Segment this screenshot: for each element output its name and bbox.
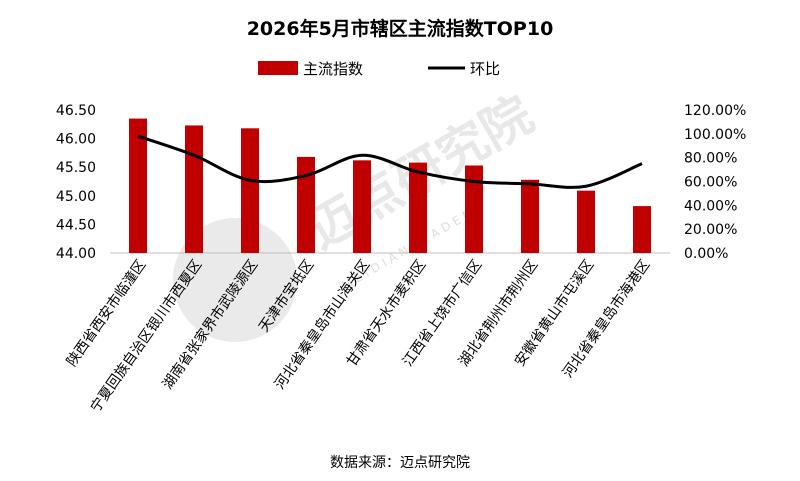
y-right-tick-label: 80.00% xyxy=(684,151,737,167)
bar xyxy=(297,156,315,253)
y-right-tick-label: 0.00% xyxy=(684,246,728,262)
y-left-tick-label: 44.50 xyxy=(56,217,96,233)
data-source: 数据来源：迈点研究院 xyxy=(330,455,470,471)
bar-series xyxy=(129,118,651,253)
y-left-tick-label: 45.00 xyxy=(56,189,96,205)
bar xyxy=(465,165,483,253)
bar xyxy=(577,190,595,253)
y-axis-left: 44.00 44.50 45.00 45.50 46.00 46.50 xyxy=(56,103,96,262)
chart-title: 2026年5月市辖区主流指数TOP10 xyxy=(246,18,554,40)
x-tick-label: 宁夏回族自治区银川市西夏区 xyxy=(87,257,205,416)
line-path xyxy=(137,134,643,189)
bar xyxy=(353,160,371,253)
legend-label-line: 环比 xyxy=(470,60,500,78)
bar xyxy=(241,128,259,253)
bar xyxy=(185,125,203,253)
bar xyxy=(129,118,147,253)
y-right-tick-label: 120.00% xyxy=(684,103,746,119)
y-left-tick-label: 45.50 xyxy=(56,160,96,176)
y-left-tick-label: 46.50 xyxy=(56,103,96,119)
legend-swatch-bar xyxy=(258,61,298,75)
bar xyxy=(409,162,427,253)
y-left-tick-label: 46.00 xyxy=(56,132,96,148)
x-axis-labels: 陕西省西安市临潼区宁夏回族自治区银川市西夏区湖南省张家界市武陵源区天津市宝坻区河… xyxy=(63,257,653,416)
y-axis-right: 0.00% 20.00% 40.00% 60.00% 80.00% 100.00% 120.… xyxy=(684,103,746,262)
legend: 主流指数 环比 xyxy=(258,60,500,78)
line-series xyxy=(137,134,643,189)
y-right-tick-label: 20.00% xyxy=(684,222,737,238)
bar xyxy=(633,206,651,253)
y-right-tick-label: 40.00% xyxy=(684,198,737,214)
bar xyxy=(521,179,539,253)
y-right-tick-label: 100.00% xyxy=(684,127,746,143)
y-right-tick-label: 60.00% xyxy=(684,175,737,191)
y-left-tick-label: 44.00 xyxy=(56,246,96,262)
legend-label-bar: 主流指数 xyxy=(303,60,363,78)
